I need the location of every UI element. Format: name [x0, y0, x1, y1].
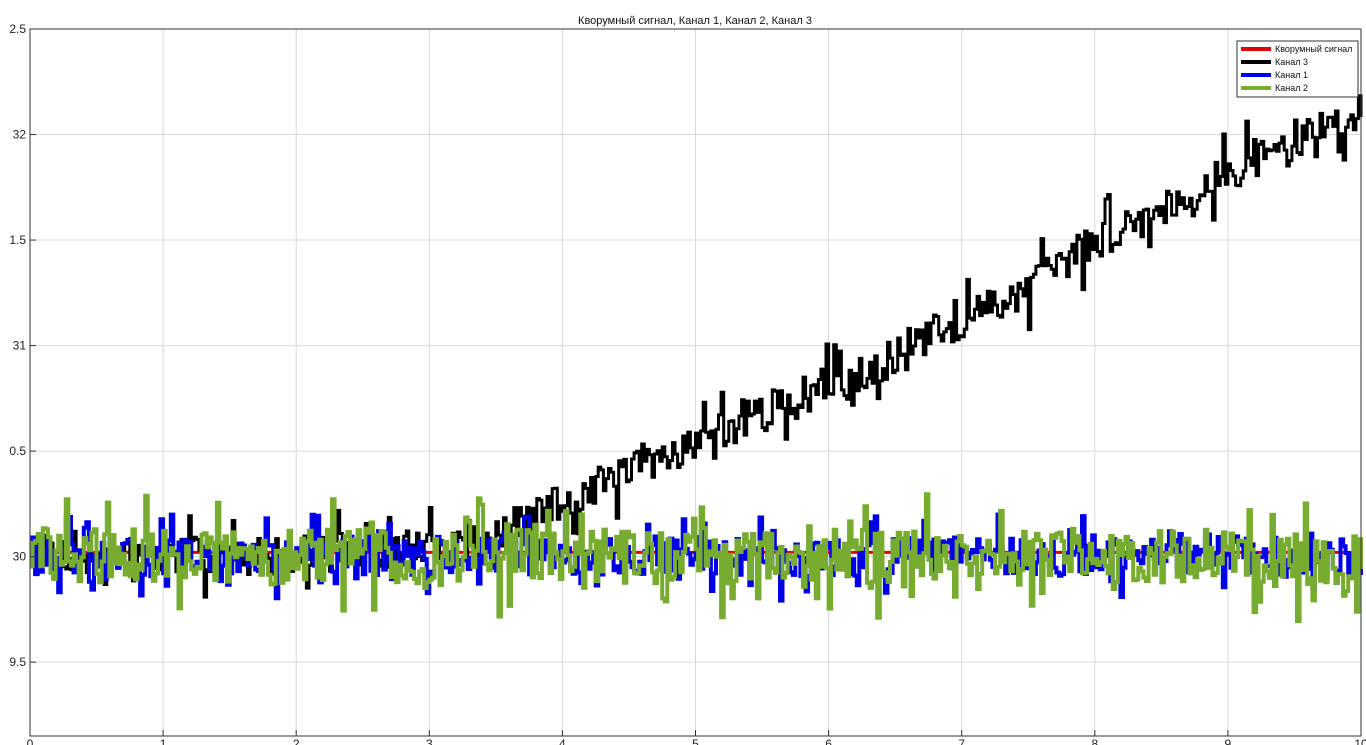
x-axis: 0 1 2 3 4 5 6 7 8 9 10	[27, 730, 1366, 745]
y-tick-label: 2.5	[9, 22, 26, 36]
y-tick-label: 0.5	[9, 444, 26, 458]
y-tick-label: 30	[13, 550, 27, 564]
legend: Кворумный сигнал Канал 3 Канал 1 Канал 2	[1236, 40, 1359, 98]
x-tick-label: 1	[160, 737, 167, 745]
x-tick-label: 4	[559, 737, 566, 745]
x-tick-label: 3	[426, 737, 433, 745]
legend-label: Канал 3	[1275, 57, 1308, 67]
y-tick-label: 32	[13, 128, 27, 142]
x-tick-label: 6	[825, 737, 832, 745]
x-tick-label: 7	[958, 737, 965, 745]
legend-label: Канал 1	[1275, 70, 1308, 80]
series-line-4	[30, 492, 1363, 624]
x-tick-label: 8	[1091, 737, 1098, 745]
chart-title: Кворумный сигнал, Канал 1, Канал 2, Кана…	[578, 15, 812, 27]
x-tick-label: 2	[293, 737, 300, 745]
y-tick-label: 31	[13, 339, 27, 353]
legend-label: Канал 2	[1275, 83, 1308, 93]
y-tick-label: 9.5	[9, 655, 26, 669]
y-axis: 9.5 30 0.5 31 1.5 32 2.5	[9, 22, 36, 669]
legend-label: Кворумный сигнал	[1275, 44, 1352, 54]
series-layer	[30, 94, 1363, 624]
y-tick-label: 1.5	[9, 233, 26, 247]
x-tick-label: 5	[692, 737, 699, 745]
x-tick-label: 0	[27, 737, 34, 745]
x-tick-label: 9	[1225, 737, 1232, 745]
x-tick-label: 10	[1354, 737, 1366, 745]
